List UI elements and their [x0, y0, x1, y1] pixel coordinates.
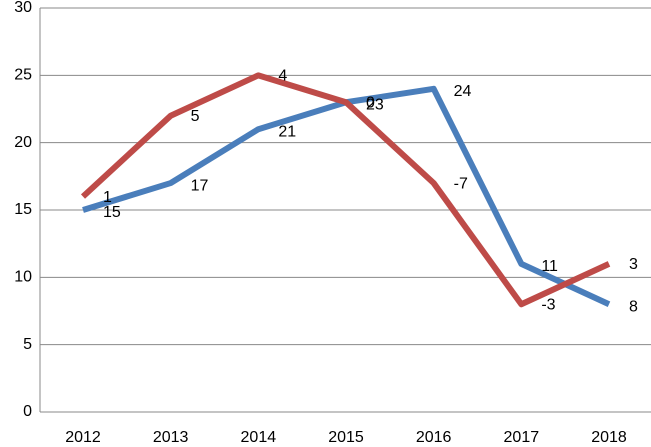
series-line: [80, 72, 611, 308]
y-tick-label: 20: [14, 134, 32, 151]
data-label: 3: [629, 256, 638, 273]
data-label: 5: [191, 108, 200, 125]
x-tick-label: 2014: [241, 429, 277, 446]
data-label: 4: [278, 68, 287, 85]
y-tick-label: 5: [23, 336, 32, 353]
y-tick-label: 0: [23, 403, 32, 420]
data-label: 0: [366, 94, 375, 111]
x-tick-label: 2015: [328, 429, 364, 446]
x-tick-label: 2012: [65, 429, 101, 446]
data-label: 15: [103, 204, 121, 221]
x-tick-label: 2017: [504, 429, 540, 446]
data-label: 23: [366, 96, 384, 113]
x-tick-label: 2016: [416, 429, 452, 446]
data-label: 24: [454, 83, 472, 100]
data-label: 21: [278, 123, 296, 140]
data-label: -3: [541, 296, 555, 313]
data-label: 11: [541, 258, 558, 275]
data-label: -7: [454, 175, 468, 192]
data-label: 1: [103, 189, 112, 206]
data-label: 8: [629, 298, 638, 315]
y-tick-label: 25: [14, 67, 32, 84]
x-tick-label: 2013: [153, 429, 189, 446]
y-tick-label: 30: [14, 0, 32, 16]
y-tick-label: 15: [14, 201, 32, 218]
data-label: 17: [191, 177, 209, 194]
x-tick-label: 2018: [591, 429, 627, 446]
y-tick-label: 10: [14, 269, 32, 286]
